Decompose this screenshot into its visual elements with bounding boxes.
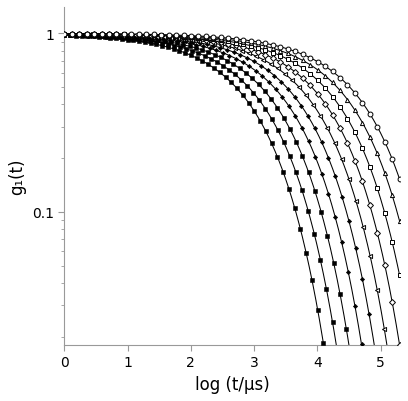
Y-axis label: g₁(t): g₁(t) xyxy=(8,158,27,195)
X-axis label: log (t/μs): log (t/μs) xyxy=(195,375,269,393)
